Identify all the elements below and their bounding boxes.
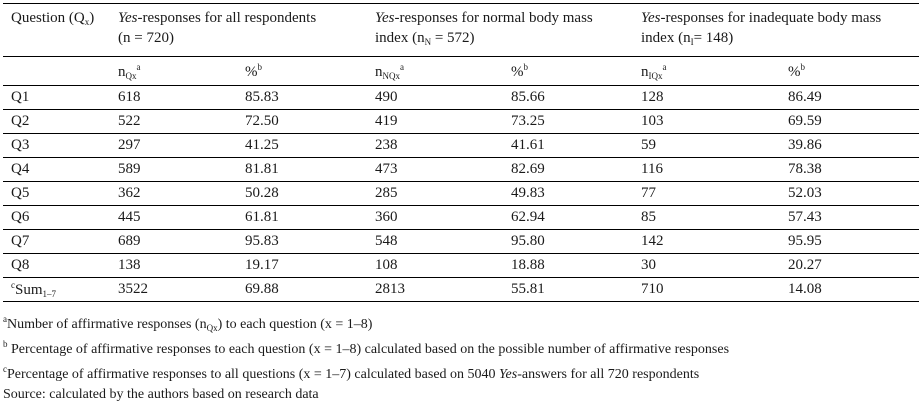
n-all-cell: 445 — [110, 205, 237, 230]
source-note: Source: calculated by the authors based … — [3, 387, 319, 402]
n-normal-cell: 473 — [367, 157, 503, 182]
pct-all-cell: 81.81 — [237, 157, 367, 182]
table-row: Q2 522 72.50 419 73.25 103 69.59 — [3, 109, 920, 134]
subheader-n-inadequate: nIQxa — [633, 56, 781, 86]
n-all-cell: 138 — [110, 253, 237, 278]
header-normal-bmi: Yes-responses for normal body mass index … — [367, 3, 634, 57]
n-inadequate-cell: 103 — [633, 109, 781, 134]
pct-normal-cell: 73.25 — [503, 109, 634, 134]
n-inadequate-cell: 85 — [633, 205, 781, 230]
responses-table: Question (Qx) Yes-responses for all resp… — [3, 3, 920, 302]
n-normal-cell: 360 — [367, 205, 503, 230]
footnote-c: cPercentage of affirmative responses to … — [3, 364, 700, 382]
pct-normal-cell: 85.66 — [503, 85, 634, 110]
table-row: Q4 589 81.81 473 82.69 116 78.38 — [3, 157, 920, 182]
n-all-cell: 522 — [110, 109, 237, 134]
header-all-respondents: Yes-responses for all respondents (n = 72… — [110, 3, 367, 57]
pct-inadequate-cell: 14.08 — [780, 277, 920, 302]
question-cell: Q6 — [3, 205, 110, 230]
pct-normal-cell: 41.61 — [503, 133, 634, 158]
n-normal-cell: 2813 — [367, 277, 503, 302]
pct-all-cell: 85.83 — [237, 85, 367, 110]
table-row: Q3 297 41.25 238 41.61 59 39.86 — [3, 133, 920, 158]
question-cell: Q5 — [3, 181, 110, 206]
n-normal-cell: 419 — [367, 109, 503, 134]
question-cell: Q1 — [3, 85, 110, 110]
question-cell: Q8 — [3, 253, 110, 278]
question-cell: Q4 — [3, 157, 110, 182]
subheader-empty — [3, 56, 110, 86]
n-all-cell: 689 — [110, 229, 237, 254]
pct-all-cell: 61.81 — [237, 205, 367, 230]
n-normal-cell: 238 — [367, 133, 503, 158]
n-inadequate-cell: 116 — [633, 157, 781, 182]
n-inadequate-cell: 59 — [633, 133, 781, 158]
pct-normal-cell: 18.88 — [503, 253, 634, 278]
pct-all-cell: 72.50 — [237, 109, 367, 134]
pct-all-cell: 19.17 — [237, 253, 367, 278]
table-row: Q8 138 19.17 108 18.88 30 20.27 — [3, 253, 920, 278]
question-cell: Q2 — [3, 109, 110, 134]
footnote-a: aNumber of affirmative responses (nQx) t… — [3, 314, 373, 333]
pct-inadequate-cell: 78.38 — [780, 157, 920, 182]
question-cell: Q3 — [3, 133, 110, 158]
pct-normal-cell: 82.69 — [503, 157, 634, 182]
pct-normal-cell: 49.83 — [503, 181, 634, 206]
n-all-cell: 297 — [110, 133, 237, 158]
pct-inadequate-cell: 57.43 — [780, 205, 920, 230]
table-row: Q7 689 95.83 548 95.80 142 95.95 — [3, 229, 920, 254]
n-inadequate-cell: 128 — [633, 85, 781, 110]
question-cell: Q7 — [3, 229, 110, 254]
pct-all-cell: 69.88 — [237, 277, 367, 302]
n-all-cell: 618 — [110, 85, 237, 110]
n-all-cell: 3522 — [110, 277, 237, 302]
pct-all-cell: 41.25 — [237, 133, 367, 158]
subheader-pct-all: %b — [237, 56, 367, 86]
n-normal-cell: 490 — [367, 85, 503, 110]
pct-normal-cell: 62.94 — [503, 205, 634, 230]
n-inadequate-cell: 142 — [633, 229, 781, 254]
header-question: Question (Qx) — [3, 3, 110, 57]
pct-all-cell: 50.28 — [237, 181, 367, 206]
pct-inadequate-cell: 69.59 — [780, 109, 920, 134]
table-row: Q1 618 85.83 490 85.66 128 86.49 — [3, 85, 920, 110]
pct-inadequate-cell: 86.49 — [780, 85, 920, 110]
n-all-cell: 589 — [110, 157, 237, 182]
pct-inadequate-cell: 95.95 — [780, 229, 920, 254]
header-row: Question (Qx) Yes-responses for all resp… — [3, 3, 920, 57]
pct-normal-cell: 55.81 — [503, 277, 634, 302]
table-row: Q5 362 50.28 285 49.83 77 52.03 — [3, 181, 920, 206]
n-normal-cell: 108 — [367, 253, 503, 278]
n-all-cell: 362 — [110, 181, 237, 206]
subheader-n-all: nQxa — [110, 56, 237, 86]
header-inadequate-bmi: Yes-responses for inadequate body mass in… — [633, 3, 920, 57]
n-inadequate-cell: 77 — [633, 181, 781, 206]
n-normal-cell: 548 — [367, 229, 503, 254]
sum-label-cell: cSum1–7 — [3, 277, 110, 302]
subheader-n-normal: nNQxa — [367, 56, 503, 86]
n-inadequate-cell: 710 — [633, 277, 781, 302]
pct-normal-cell: 95.80 — [503, 229, 634, 254]
pct-inadequate-cell: 39.86 — [780, 133, 920, 158]
n-inadequate-cell: 30 — [633, 253, 781, 278]
pct-inadequate-cell: 20.27 — [780, 253, 920, 278]
pct-inadequate-cell: 52.03 — [780, 181, 920, 206]
table-row: Q6 445 61.81 360 62.94 85 57.43 — [3, 205, 920, 230]
pct-all-cell: 95.83 — [237, 229, 367, 254]
n-normal-cell: 285 — [367, 181, 503, 206]
footnote-b: b Percentage of affirmative responses to… — [3, 339, 730, 357]
sum-row: cSum1–7 3522 69.88 2813 55.81 710 14.08 — [3, 277, 920, 302]
subheader-pct-normal: %b — [503, 56, 634, 86]
subheader-row: nQxa %b nNQxa %b nIQxa %b — [3, 56, 920, 86]
subheader-pct-inadequate: %b — [780, 56, 920, 86]
